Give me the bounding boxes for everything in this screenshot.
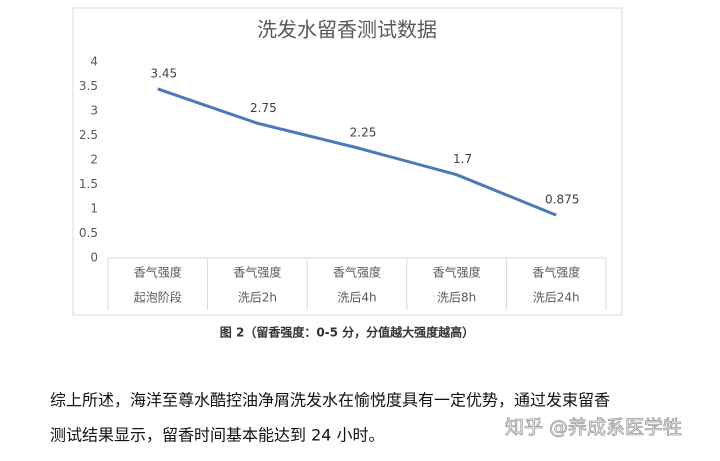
- y-tick-label: 2: [90, 153, 98, 167]
- y-tick-label: 0: [90, 251, 98, 265]
- x-tick-label: 洗后2h: [238, 291, 277, 305]
- data-line: [157, 87, 557, 217]
- paragraph-line: 测试结果显示，留香时间基本能达到 24 小时。: [50, 426, 385, 445]
- y-tick-label: 1: [90, 202, 98, 216]
- data-label: 0.875: [545, 193, 579, 207]
- paragraph-line: 综上所述，海洋至尊水酷控油净屑洗发水在愉悦度具有一定优势，通过发束留香: [50, 391, 610, 410]
- data-label: 1.7: [453, 152, 472, 166]
- y-tick-label: 3.5: [79, 79, 98, 93]
- x-tick-label: 洗后4h: [337, 291, 376, 305]
- y-tick-label: 1.5: [79, 177, 98, 191]
- chart-title: 洗发水留香测试数据: [257, 18, 437, 42]
- watermark: 知乎 @养成系医学牲: [505, 417, 682, 439]
- y-tick-label: 4: [90, 55, 98, 69]
- x-tick-label: 洗后24h: [533, 291, 580, 305]
- x-tick-label: 香气强度: [532, 265, 580, 280]
- x-tick-label: 香气强度: [433, 265, 481, 280]
- data-label: 3.45: [150, 66, 177, 80]
- y-tick-label: 0.5: [79, 226, 98, 240]
- x-tick-label: 香气强度: [134, 265, 182, 280]
- x-tick-label: 起泡阶段: [134, 290, 182, 305]
- x-tick-label: 香气强度: [233, 265, 281, 280]
- y-tick-label: 2.5: [79, 128, 98, 142]
- y-tick-label: 3: [90, 104, 98, 118]
- data-label: 2.75: [250, 101, 277, 115]
- chart-frame: [72, 7, 623, 316]
- x-tick-label: 香气强度: [333, 265, 381, 280]
- data-label: 2.25: [350, 125, 377, 139]
- caption: 图 2（留香强度：0-5 分，分值越大强度越高）: [220, 325, 474, 340]
- x-tick-label: 洗后8h: [437, 291, 476, 305]
